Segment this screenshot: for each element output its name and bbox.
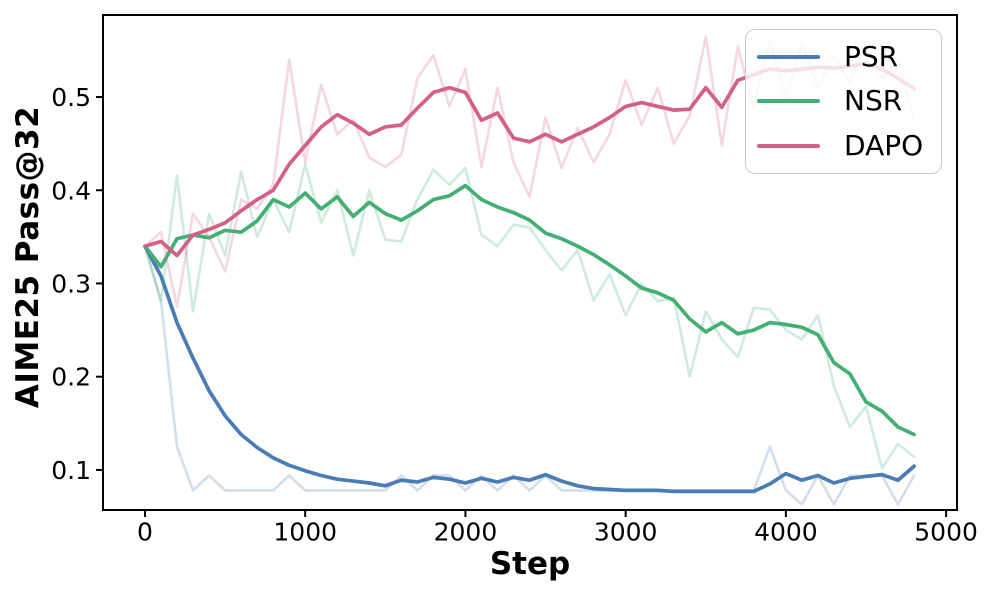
y-axis-label: AIME25 Pass@32 [10,105,46,409]
x-tick-label: 2000 [434,517,498,546]
axes-box [102,14,958,511]
y-tick-label: 0.5 [51,83,91,112]
y-tick-label: 0.1 [51,456,91,485]
y-tick-label: 0.2 [51,363,91,392]
legend-item-psr: PSR [746,43,941,71]
y-tick-label: 0.3 [51,269,91,298]
x-tick-label: 0 [137,517,153,546]
x-tick-label: 4000 [754,517,818,546]
series-nsr-smoothed-line [143,183,916,437]
legend-label-dapo: DAPO [844,128,924,162]
series-nsr-raw-line [143,162,916,470]
x-tick-label: 3000 [594,517,658,546]
series-psr-raw-line [143,244,916,506]
legend-swatch-psr [757,55,820,60]
legend-item-nsr: NSR [746,87,941,115]
legend-swatch-nsr [757,99,820,104]
legend-item-dapo: DAPO [746,128,941,162]
legend-label-nsr: NSR [844,84,903,118]
series-psr-smoothed-line [143,244,916,494]
x-tick-label: 1000 [273,517,337,546]
x-axis-label: Step [489,546,571,582]
legend-label-psr: PSR [844,40,899,74]
legend: PSR NSR DAPO [745,29,942,174]
y-tick-label: 0.4 [51,176,91,205]
x-tick-label: 5000 [914,517,978,546]
legend-swatch-dapo [757,143,820,148]
